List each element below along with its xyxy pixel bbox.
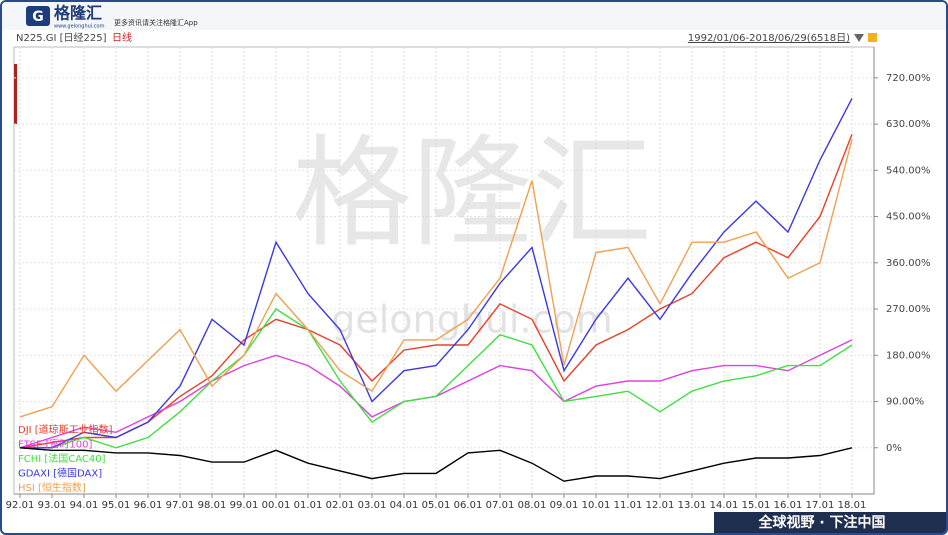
series-line	[19, 447, 853, 482]
x-tick-label: 02.01	[326, 500, 355, 511]
x-tick-label: 93.01	[38, 500, 67, 511]
x-tick-label: 16.01	[774, 500, 803, 511]
legend-entry: HSI [恒生指数]	[18, 481, 86, 494]
site: www.gelonghui.com	[54, 24, 105, 30]
x-tick-label: 94.01	[70, 500, 99, 511]
x-tick-label: 92.01	[6, 500, 35, 511]
x-tick-label: 06.01	[454, 500, 483, 511]
logo-icon-letter: G	[32, 9, 44, 25]
date-range: 1992/01/06-2018/06/29(6518日)	[688, 33, 850, 44]
x-tick-label: 04.01	[390, 500, 419, 511]
watermark: 格隆汇	[292, 125, 652, 264]
y-tick-label: 180.00%	[886, 350, 931, 361]
series-line	[20, 308, 853, 449]
legend-entry: FTSE [富时100]	[18, 438, 93, 451]
x-tick-label: 98.01	[198, 500, 227, 511]
y-tick-label: 450.00%	[886, 212, 931, 223]
plot-area	[13, 46, 875, 495]
x-tick-label: 99.01	[230, 500, 259, 511]
header-bar	[2, 2, 946, 30]
grid	[14, 47, 874, 494]
x-tick-label: 12.01	[646, 500, 675, 511]
side-marker	[14, 64, 17, 124]
x-tick-label: 15.01	[742, 500, 771, 511]
x-tick-label: 09.01	[550, 500, 579, 511]
x-tick-label: 97.01	[166, 500, 195, 511]
dropdown-icon	[854, 34, 864, 42]
x-tick-label: 13.01	[678, 500, 707, 511]
legend-entry: GDAXI [德国DAX]	[18, 467, 102, 480]
y-tick-label: 630.00%	[886, 119, 931, 130]
y-tick-label: 90.00%	[886, 397, 924, 408]
x-tick-label: 96.01	[134, 500, 163, 511]
chart-subtitle: 日线	[112, 31, 132, 44]
slogan-bottom: 全球视野 · 下注中国	[757, 514, 885, 531]
series-line	[19, 139, 853, 418]
legend-entry: FCHI [法国CAC40]	[18, 452, 106, 465]
slogan-top: 更多资讯请关注格隆汇App	[114, 18, 198, 27]
y-tick-label: 540.00%	[886, 165, 931, 176]
legend: DJI [道琼斯工业指数] FTSE [富时100]FCHI [法国CAC40] G…	[18, 423, 113, 494]
lines	[19, 98, 853, 482]
legend-entry: DJI [道琼斯工业指数]	[18, 423, 113, 436]
x-tick-label: 07.01	[486, 500, 515, 511]
x-tick-label: 18.01	[838, 500, 867, 511]
x-tick-label: 10.01	[582, 500, 611, 511]
y-tick-label: 360.00%	[886, 258, 931, 269]
x-tick-label: 01.01	[294, 500, 323, 511]
x-tick-label: 05.01	[422, 500, 451, 511]
logo: 格隆汇	[54, 4, 102, 23]
chart-title: N225.GI [日经225]	[16, 31, 107, 44]
x-tick-label: 95.01	[102, 500, 131, 511]
footer-band	[714, 512, 946, 533]
series-line	[19, 134, 853, 449]
x-tick-label: 08.01	[518, 500, 547, 511]
x-tick-label: 14.01	[710, 500, 739, 511]
y-tick-label: 720.00%	[886, 73, 931, 84]
x-tick-label: 03.01	[358, 500, 387, 511]
x-tick-label: 17.01	[806, 500, 835, 511]
x-tick-label: 00.01	[262, 500, 291, 511]
x-tick-label: 11.01	[614, 500, 643, 511]
series-line	[20, 98, 853, 449]
logo-icon	[26, 6, 50, 26]
y-tick-label: 270.00%	[886, 304, 931, 315]
watermark-url: gelonghui.com	[331, 298, 612, 342]
y-tick-label: 0%	[886, 443, 902, 454]
lock-icon	[868, 33, 877, 42]
